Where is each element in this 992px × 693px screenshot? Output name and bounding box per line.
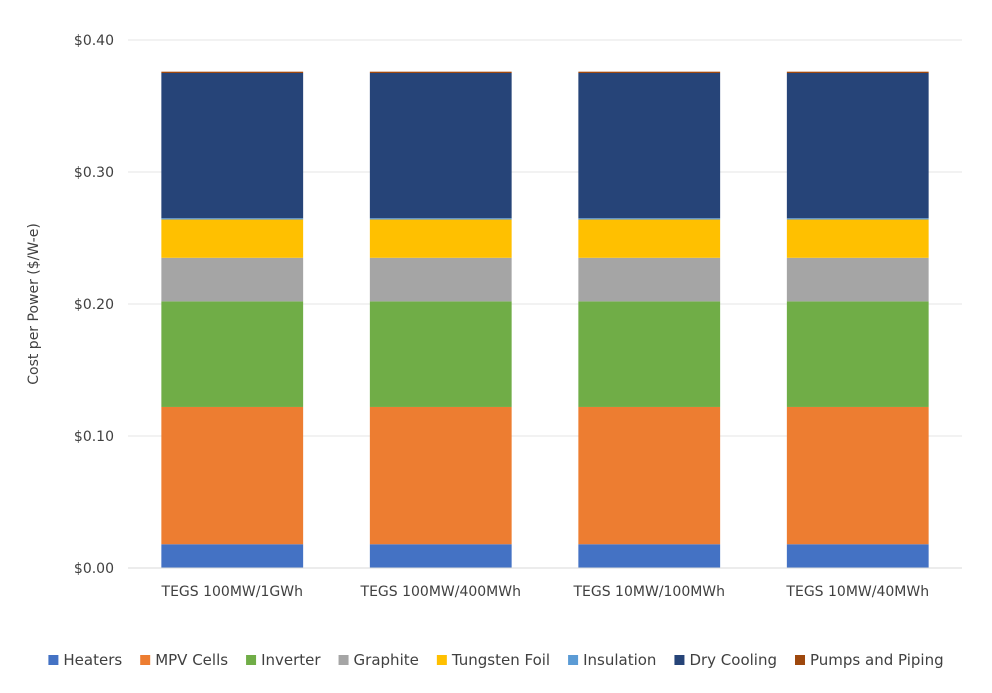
legend-swatch bbox=[338, 655, 349, 665]
bar-segment bbox=[578, 257, 721, 302]
legend-label: Dry Cooling bbox=[689, 651, 777, 669]
bar-segment bbox=[578, 218, 721, 220]
bar-segment bbox=[161, 257, 304, 302]
bar-segment bbox=[369, 218, 512, 220]
x-tick-label: TEGS 100MW/1GWh bbox=[161, 584, 303, 600]
bar-segment bbox=[578, 301, 721, 407]
y-tick-label: $0.40 bbox=[74, 33, 114, 49]
y-tick-label: $0.30 bbox=[74, 165, 114, 181]
bar-segment bbox=[369, 73, 512, 219]
bar-segment bbox=[161, 219, 304, 258]
legend-swatch bbox=[795, 655, 806, 665]
y-tick-label: $0.00 bbox=[74, 561, 114, 577]
bar-segment bbox=[369, 71, 512, 73]
bar-segment bbox=[369, 301, 512, 407]
legend-label: Heaters bbox=[63, 651, 122, 669]
bar-segment bbox=[161, 73, 304, 219]
bar-segment bbox=[369, 257, 512, 302]
legend-swatch bbox=[140, 655, 151, 665]
bar-segment bbox=[369, 219, 512, 258]
y-tick-label: $0.20 bbox=[74, 297, 114, 313]
bar-segment bbox=[578, 406, 721, 545]
bar-segment bbox=[786, 544, 929, 568]
legend-item: Insulation bbox=[568, 651, 656, 669]
bar-segment bbox=[578, 71, 721, 73]
legend-item: Inverter bbox=[246, 651, 321, 669]
bar-segment bbox=[161, 71, 304, 73]
bar-segment bbox=[786, 219, 929, 258]
legend: Heaters MPV Cells Inverter Graphite Tungsten… bbox=[48, 651, 944, 669]
bar-segment bbox=[786, 71, 929, 73]
y-axis-title: Cost per Power ($/W-e) bbox=[26, 223, 42, 385]
legend-item: Graphite bbox=[338, 651, 419, 669]
bar-segment bbox=[578, 544, 721, 568]
bar-segment bbox=[578, 73, 721, 219]
legend-swatch bbox=[674, 655, 685, 665]
y-axis-tick-labels: $0.00 $0.10 $0.20 $0.30 $0.40 bbox=[74, 33, 114, 577]
bar-segment bbox=[786, 257, 929, 302]
x-tick-label: TEGS 100MW/400MWh bbox=[360, 584, 521, 600]
legend-item: Tungsten Foil bbox=[436, 651, 550, 669]
bar-segment bbox=[369, 406, 512, 545]
legend-item: Pumps and Piping bbox=[795, 651, 944, 669]
bar-segment bbox=[786, 73, 929, 219]
legend-swatch bbox=[436, 655, 447, 665]
legend-swatch bbox=[568, 655, 579, 665]
bar-segment bbox=[369, 544, 512, 568]
bar-segment bbox=[786, 301, 929, 407]
bar-segment bbox=[161, 301, 304, 407]
bar-segment bbox=[578, 219, 721, 258]
y-tick-label: $0.10 bbox=[74, 429, 114, 445]
x-tick-label: TEGS 10MW/100MWh bbox=[572, 584, 725, 600]
legend-label: Pumps and Piping bbox=[810, 651, 944, 669]
legend-label: Inverter bbox=[261, 651, 321, 669]
legend-item: Dry Cooling bbox=[674, 651, 777, 669]
bar-segment bbox=[161, 544, 304, 568]
legend-item: MPV Cells bbox=[140, 651, 228, 669]
bar-segment bbox=[161, 218, 304, 220]
legend-label: Insulation bbox=[583, 651, 656, 669]
legend-swatch bbox=[246, 655, 257, 665]
legend-label: MPV Cells bbox=[155, 651, 228, 669]
x-axis-tick-labels: TEGS 100MW/1GWh TEGS 100MW/400MWh TEGS 10M… bbox=[161, 584, 930, 600]
legend-item: Heaters bbox=[48, 651, 122, 669]
bars bbox=[161, 71, 929, 568]
x-tick-label: TEGS 10MW/40MWh bbox=[785, 584, 929, 600]
legend-swatch bbox=[48, 655, 59, 665]
bar-segment bbox=[786, 406, 929, 545]
bar-segment bbox=[161, 406, 304, 545]
legend-label: Graphite bbox=[354, 651, 419, 669]
legend-label: Tungsten Foil bbox=[451, 651, 550, 669]
bar-segment bbox=[786, 218, 929, 220]
